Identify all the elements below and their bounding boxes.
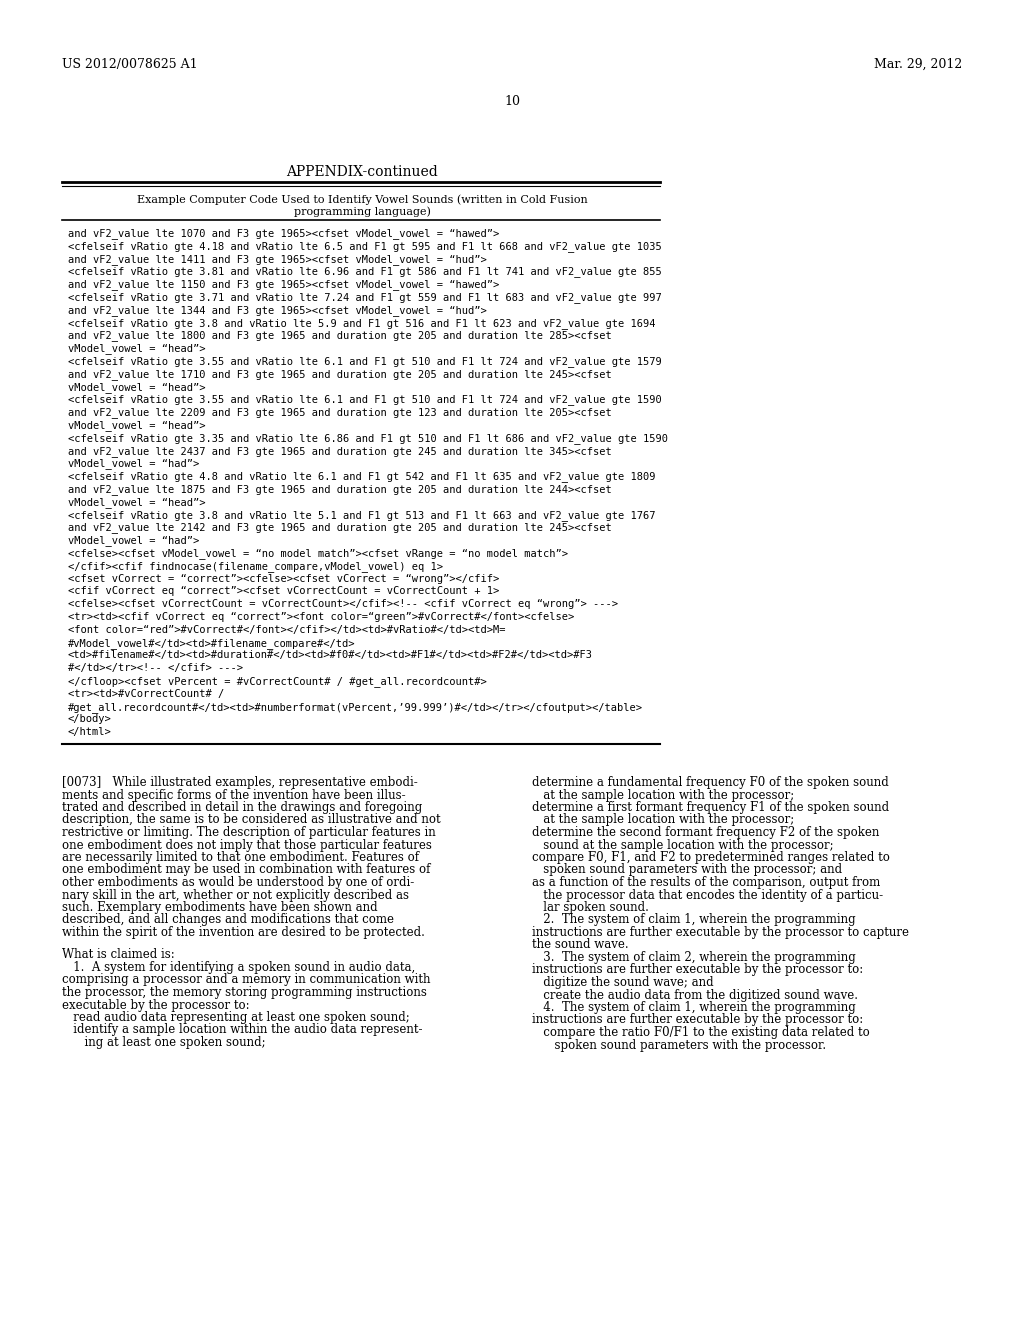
Text: described, and all changes and modifications that come: described, and all changes and modificat… xyxy=(62,913,394,927)
Text: determine a fundamental frequency F0 of the spoken sound: determine a fundamental frequency F0 of … xyxy=(532,776,889,789)
Text: determine a first formant frequency F1 of the spoken sound: determine a first formant frequency F1 o… xyxy=(532,801,889,814)
Text: at the sample location with the processor;: at the sample location with the processo… xyxy=(532,813,795,826)
Text: compare F0, F1, and F2 to predetermined ranges related to: compare F0, F1, and F2 to predetermined … xyxy=(532,851,890,865)
Text: trated and described in detail in the drawings and foregoing: trated and described in detail in the dr… xyxy=(62,801,422,814)
Text: <cfif vCorrect eq “correct”><cfset vCorrectCount = vCorrectCount + 1>: <cfif vCorrect eq “correct”><cfset vCorr… xyxy=(68,586,500,597)
Text: the sound wave.: the sound wave. xyxy=(532,939,629,952)
Text: </cfloop><cfset vPercent = #vCorrectCount# / #get_all.recordcount#>: </cfloop><cfset vPercent = #vCorrectCoun… xyxy=(68,676,486,686)
Text: ing at least one spoken sound;: ing at least one spoken sound; xyxy=(62,1036,265,1049)
Text: compare the ratio F0/F1 to the existing data related to: compare the ratio F0/F1 to the existing … xyxy=(532,1026,869,1039)
Text: and vF2_value lte 1411 and F3 gte 1965><cfset vModel_vowel = “hud”>: and vF2_value lte 1411 and F3 gte 1965><… xyxy=(68,253,486,264)
Text: vModel_vowel = “had”>: vModel_vowel = “had”> xyxy=(68,458,200,470)
Text: and vF2_value lte 2437 and F3 gte 1965 and duration gte 245 and duration lte 345: and vF2_value lte 2437 and F3 gte 1965 a… xyxy=(68,446,611,457)
Text: <cfelseif vRatio gte 4.18 and vRatio lte 6.5 and F1 gt 595 and F1 lt 668 and vF2: <cfelseif vRatio gte 4.18 and vRatio lte… xyxy=(68,240,662,252)
Text: Mar. 29, 2012: Mar. 29, 2012 xyxy=(873,58,962,71)
Text: other embodiments as would be understood by one of ordi-: other embodiments as would be understood… xyxy=(62,876,415,888)
Text: <cfset vCorrect = “correct”><cfelse><cfset vCorrect = “wrong”></cfif>: <cfset vCorrect = “correct”><cfelse><cfs… xyxy=(68,574,500,583)
Text: the processor data that encodes the identity of a particu-: the processor data that encodes the iden… xyxy=(532,888,883,902)
Text: vModel_vowel = “had”>: vModel_vowel = “had”> xyxy=(68,535,200,546)
Text: <cfelse><cfset vModel_vowel = “no model match”><cfset vRange = “no model match”>: <cfelse><cfset vModel_vowel = “no model … xyxy=(68,548,568,558)
Text: within the spirit of the invention are desired to be protected.: within the spirit of the invention are d… xyxy=(62,927,425,939)
Text: digitize the sound wave; and: digitize the sound wave; and xyxy=(532,975,714,989)
Text: executable by the processor to:: executable by the processor to: xyxy=(62,998,250,1011)
Text: <tr><td>#vCorrectCount# /: <tr><td>#vCorrectCount# / xyxy=(68,689,224,698)
Text: </cfif><cfif findnocase(filename_compare,vModel_vowel) eq 1>: </cfif><cfif findnocase(filename_compare… xyxy=(68,561,443,572)
Text: <cfelseif vRatio gte 3.81 and vRatio lte 6.96 and F1 gt 586 and F1 lt 741 and vF: <cfelseif vRatio gte 3.81 and vRatio lte… xyxy=(68,267,662,277)
Text: <tr><td><cfif vCorrect eq “correct”><font color=“green”>#vCorrect#</font><cfelse: <tr><td><cfif vCorrect eq “correct”><fon… xyxy=(68,612,574,622)
Text: <cfelse><cfset vCorrectCount = vCorrectCount></cfif><!-- <cfif vCorrect eq “wron: <cfelse><cfset vCorrectCount = vCorrectC… xyxy=(68,599,618,610)
Text: [0073]   While illustrated examples, representative embodi-: [0073] While illustrated examples, repre… xyxy=(62,776,418,789)
Text: sound at the sample location with the processor;: sound at the sample location with the pr… xyxy=(532,838,834,851)
Text: instructions are further executable by the processor to:: instructions are further executable by t… xyxy=(532,964,863,977)
Text: <font color=“red”>#vCorrect#</font></cfif></td><td>#vRatio#</td><td>M=: <font color=“red”>#vCorrect#</font></cfi… xyxy=(68,624,506,635)
Text: create the audio data from the digitized sound wave.: create the audio data from the digitized… xyxy=(532,989,858,1002)
Text: and vF2_value lte 1150 and F3 gte 1965><cfset vModel_vowel = “hawed”>: and vF2_value lte 1150 and F3 gte 1965><… xyxy=(68,280,500,290)
Text: #</td></tr><!-- </cfif> --->: #</td></tr><!-- </cfif> ---> xyxy=(68,663,243,673)
Text: programming language): programming language) xyxy=(294,206,430,216)
Text: vModel_vowel = “head”>: vModel_vowel = “head”> xyxy=(68,496,206,508)
Text: are necessarily limited to that one embodiment. Features of: are necessarily limited to that one embo… xyxy=(62,851,419,865)
Text: What is claimed is:: What is claimed is: xyxy=(62,949,175,961)
Text: comprising a processor and a memory in communication with: comprising a processor and a memory in c… xyxy=(62,974,430,986)
Text: <cfelseif vRatio gte 3.35 and vRatio lte 6.86 and F1 gt 510 and F1 lt 686 and vF: <cfelseif vRatio gte 3.35 and vRatio lte… xyxy=(68,433,668,444)
Text: US 2012/0078625 A1: US 2012/0078625 A1 xyxy=(62,58,198,71)
Text: vModel_vowel = “head”>: vModel_vowel = “head”> xyxy=(68,343,206,354)
Text: instructions are further executable by the processor to capture: instructions are further executable by t… xyxy=(532,927,909,939)
Text: instructions are further executable by the processor to:: instructions are further executable by t… xyxy=(532,1014,863,1027)
Text: ments and specific forms of the invention have been illus-: ments and specific forms of the inventio… xyxy=(62,788,406,801)
Text: <cfelseif vRatio gte 3.8 and vRatio lte 5.1 and F1 gt 513 and F1 lt 663 and vF2_: <cfelseif vRatio gte 3.8 and vRatio lte … xyxy=(68,510,655,520)
Text: and vF2_value lte 1070 and F3 gte 1965><cfset vModel_vowel = “hawed”>: and vF2_value lte 1070 and F3 gte 1965><… xyxy=(68,228,500,239)
Text: identify a sample location within the audio data represent-: identify a sample location within the au… xyxy=(62,1023,423,1036)
Text: nary skill in the art, whether or not explicitly described as: nary skill in the art, whether or not ex… xyxy=(62,888,409,902)
Text: <cfelseif vRatio gte 3.8 and vRatio lte 5.9 and F1 gt 516 and F1 lt 623 and vF2_: <cfelseif vRatio gte 3.8 and vRatio lte … xyxy=(68,318,655,329)
Text: <cfelseif vRatio gte 3.55 and vRatio lte 6.1 and F1 gt 510 and F1 lt 724 and vF2: <cfelseif vRatio gte 3.55 and vRatio lte… xyxy=(68,395,662,405)
Text: vModel_vowel = “head”>: vModel_vowel = “head”> xyxy=(68,420,206,430)
Text: 2.  The system of claim 1, wherein the programming: 2. The system of claim 1, wherein the pr… xyxy=(532,913,856,927)
Text: Example Computer Code Used to Identify Vowel Sounds (written in Cold Fusion: Example Computer Code Used to Identify V… xyxy=(136,194,588,205)
Text: spoken sound parameters with the processor; and: spoken sound parameters with the process… xyxy=(532,863,842,876)
Text: <cfelseif vRatio gte 3.55 and vRatio lte 6.1 and F1 gt 510 and F1 lt 724 and vF2: <cfelseif vRatio gte 3.55 and vRatio lte… xyxy=(68,356,662,367)
Text: such. Exemplary embodiments have been shown and: such. Exemplary embodiments have been sh… xyxy=(62,902,378,913)
Text: one embodiment may be used in combination with features of: one embodiment may be used in combinatio… xyxy=(62,863,430,876)
Text: #vModel_vowel#</td><td>#filename_compare#</td>: #vModel_vowel#</td><td>#filename_compare… xyxy=(68,638,355,648)
Text: and vF2_value lte 1710 and F3 gte 1965 and duration gte 205 and duration lte 245: and vF2_value lte 1710 and F3 gte 1965 a… xyxy=(68,368,611,380)
Text: 10: 10 xyxy=(504,95,520,108)
Text: vModel_vowel = “head”>: vModel_vowel = “head”> xyxy=(68,381,206,392)
Text: restrictive or limiting. The description of particular features in: restrictive or limiting. The description… xyxy=(62,826,436,840)
Text: spoken sound parameters with the processor.: spoken sound parameters with the process… xyxy=(532,1039,826,1052)
Text: <cfelseif vRatio gte 3.71 and vRatio lte 7.24 and F1 gt 559 and F1 lt 683 and vF: <cfelseif vRatio gte 3.71 and vRatio lte… xyxy=(68,292,662,302)
Text: determine the second formant frequency F2 of the spoken: determine the second formant frequency F… xyxy=(532,826,880,840)
Text: and vF2_value lte 2142 and F3 gte 1965 and duration gte 205 and duration lte 245: and vF2_value lte 2142 and F3 gte 1965 a… xyxy=(68,523,611,533)
Text: and vF2_value lte 1875 and F3 gte 1965 and duration gte 205 and duration lte 244: and vF2_value lte 1875 and F3 gte 1965 a… xyxy=(68,484,611,495)
Text: <cfelseif vRatio gte 4.8 and vRatio lte 6.1 and F1 gt 542 and F1 lt 635 and vF2_: <cfelseif vRatio gte 4.8 and vRatio lte … xyxy=(68,471,655,482)
Text: description, the same is to be considered as illustrative and not: description, the same is to be considere… xyxy=(62,813,440,826)
Text: one embodiment does not imply that those particular features: one embodiment does not imply that those… xyxy=(62,838,432,851)
Text: and vF2_value lte 2209 and F3 gte 1965 and duration gte 123 and duration lte 205: and vF2_value lte 2209 and F3 gte 1965 a… xyxy=(68,407,611,418)
Text: 3.  The system of claim 2, wherein the programming: 3. The system of claim 2, wherein the pr… xyxy=(532,950,856,964)
Text: 1.  A system for identifying a spoken sound in audio data,: 1. A system for identifying a spoken sou… xyxy=(62,961,416,974)
Text: </html>: </html> xyxy=(68,727,112,737)
Text: and vF2_value lte 1800 and F3 gte 1965 and duration gte 205 and duration lte 285: and vF2_value lte 1800 and F3 gte 1965 a… xyxy=(68,330,611,342)
Text: <td>#filename#</td><td>#duration#</td><td>#f0#</td><td>#F1#</td><td>#F2#</td><td: <td>#filename#</td><td>#duration#</td><t… xyxy=(68,651,593,660)
Text: read audio data representing at least one spoken sound;: read audio data representing at least on… xyxy=(62,1011,410,1024)
Text: and vF2_value lte 1344 and F3 gte 1965><cfset vModel_vowel = “hud”>: and vF2_value lte 1344 and F3 gte 1965><… xyxy=(68,305,486,315)
Text: </body>: </body> xyxy=(68,714,112,725)
Text: the processor, the memory storing programming instructions: the processor, the memory storing progra… xyxy=(62,986,427,999)
Text: APPENDIX-continued: APPENDIX-continued xyxy=(286,165,438,180)
Text: #get_all.recordcount#</td><td>#numberformat(vPercent,’99.999’)#</td></tr></cfout: #get_all.recordcount#</td><td>#numberfor… xyxy=(68,702,643,713)
Text: at the sample location with the processor;: at the sample location with the processo… xyxy=(532,788,795,801)
Text: as a function of the results of the comparison, output from: as a function of the results of the comp… xyxy=(532,876,881,888)
Text: lar spoken sound.: lar spoken sound. xyxy=(532,902,649,913)
Text: 4.  The system of claim 1, wherein the programming: 4. The system of claim 1, wherein the pr… xyxy=(532,1001,856,1014)
